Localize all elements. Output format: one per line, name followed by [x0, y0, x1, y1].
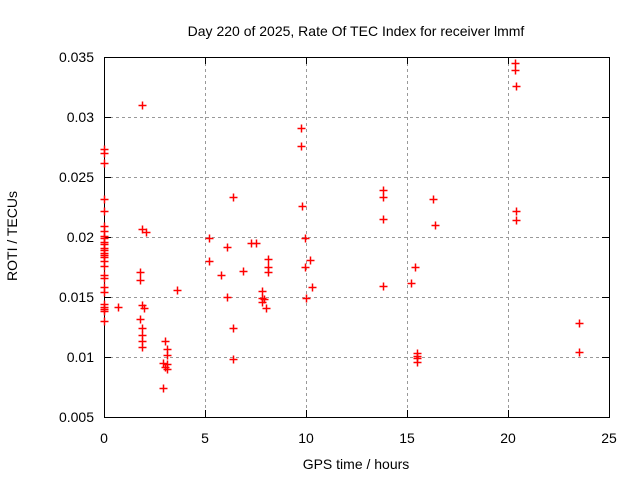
- tick-labels: 0 5 10 15 20 25 0.005 0.01 0.015 0.02 0.025 0.03 0.0…: [59, 49, 617, 446]
- data-point-marker: [100, 159, 109, 168]
- data-point-marker: [205, 234, 214, 243]
- y-tick-label: 0.005: [59, 409, 94, 425]
- data-point-marker: [379, 186, 388, 195]
- data-point-marker: [407, 279, 416, 288]
- data-point-marker: [258, 298, 267, 307]
- data-point-marker: [379, 193, 388, 202]
- data-point-marker: [205, 257, 214, 266]
- data-point-marker: [512, 216, 521, 225]
- data-point-marker: [262, 304, 271, 313]
- data-point-marker: [100, 149, 109, 158]
- data-point-marker: [138, 343, 147, 352]
- data-point-marker: [258, 287, 267, 296]
- data-point-marker: [100, 307, 109, 316]
- x-axis-label: GPS time / hours: [303, 456, 410, 472]
- data-point-marker: [114, 303, 123, 312]
- data-point-marker: [302, 294, 311, 303]
- data-point-marker: [379, 215, 388, 224]
- data-point-marker: [264, 268, 273, 277]
- y-tick-label: 0.02: [67, 229, 94, 245]
- data-point-marker: [223, 293, 232, 302]
- data-point-marker: [100, 195, 109, 204]
- data-point-marker: [140, 304, 149, 313]
- data-point-marker: [138, 324, 147, 333]
- data-point-marker: [413, 358, 422, 367]
- data-point-marker: [512, 82, 521, 91]
- data-point-marker: [306, 256, 315, 265]
- y-tick-label: 0.015: [59, 289, 94, 305]
- y-tick-label: 0.035: [59, 49, 94, 65]
- data-point-marker: [429, 195, 438, 204]
- data-point-marker: [575, 348, 584, 357]
- chart-title: Day 220 of 2025, Rate Of TEC Index for r…: [188, 23, 525, 39]
- data-point-marker: [163, 351, 172, 360]
- data-point-marker: [136, 268, 145, 277]
- data-point-marker: [100, 288, 109, 297]
- x-tick-label: 25: [601, 430, 617, 446]
- data-point-marker: [411, 263, 420, 272]
- x-tick-label: 5: [201, 430, 209, 446]
- data-point-marker: [100, 274, 109, 283]
- data-point-marker: [159, 384, 168, 393]
- data-point-marker: [301, 263, 310, 272]
- data-point-marker: [239, 267, 248, 276]
- y-tick-label: 0.01: [67, 349, 94, 365]
- x-tick-label: 10: [298, 430, 314, 446]
- data-point-marker: [379, 282, 388, 291]
- data-point-marker: [142, 228, 151, 237]
- data-point-marker: [229, 324, 238, 333]
- y-tick-label: 0.025: [59, 169, 94, 185]
- data-point-marker: [431, 221, 440, 230]
- data-point-marker: [100, 262, 109, 271]
- data-point-marker: [301, 234, 310, 243]
- gridlines: [104, 57, 609, 417]
- data-point-marker: [264, 255, 273, 264]
- data-points: [100, 59, 584, 393]
- data-point-marker: [136, 276, 145, 285]
- data-point-marker: [575, 319, 584, 328]
- data-point-marker: [297, 142, 306, 151]
- data-point-marker: [511, 66, 520, 75]
- data-point-marker: [308, 283, 317, 292]
- data-point-marker: [511, 59, 520, 68]
- data-point-marker: [161, 337, 170, 346]
- x-tick-label: 15: [399, 430, 415, 446]
- data-point-marker: [138, 101, 147, 110]
- data-point-marker: [163, 365, 172, 374]
- data-point-marker: [298, 202, 307, 211]
- data-point-marker: [223, 243, 232, 252]
- x-tick-label: 0: [100, 430, 108, 446]
- data-point-marker: [100, 207, 109, 216]
- data-point-marker: [252, 239, 261, 248]
- data-point-marker: [297, 124, 306, 133]
- data-point-marker: [512, 207, 521, 216]
- data-point-marker: [159, 359, 168, 368]
- data-point-marker: [173, 286, 182, 295]
- y-tick-label: 0.03: [67, 109, 94, 125]
- x-tick-label: 20: [500, 430, 516, 446]
- data-point-marker: [229, 355, 238, 364]
- data-point-marker: [229, 193, 238, 202]
- data-point-marker: [217, 271, 226, 280]
- y-axis-label: ROTI / TECUs: [4, 191, 20, 281]
- data-point-marker: [136, 315, 145, 324]
- data-point-marker: [100, 317, 109, 326]
